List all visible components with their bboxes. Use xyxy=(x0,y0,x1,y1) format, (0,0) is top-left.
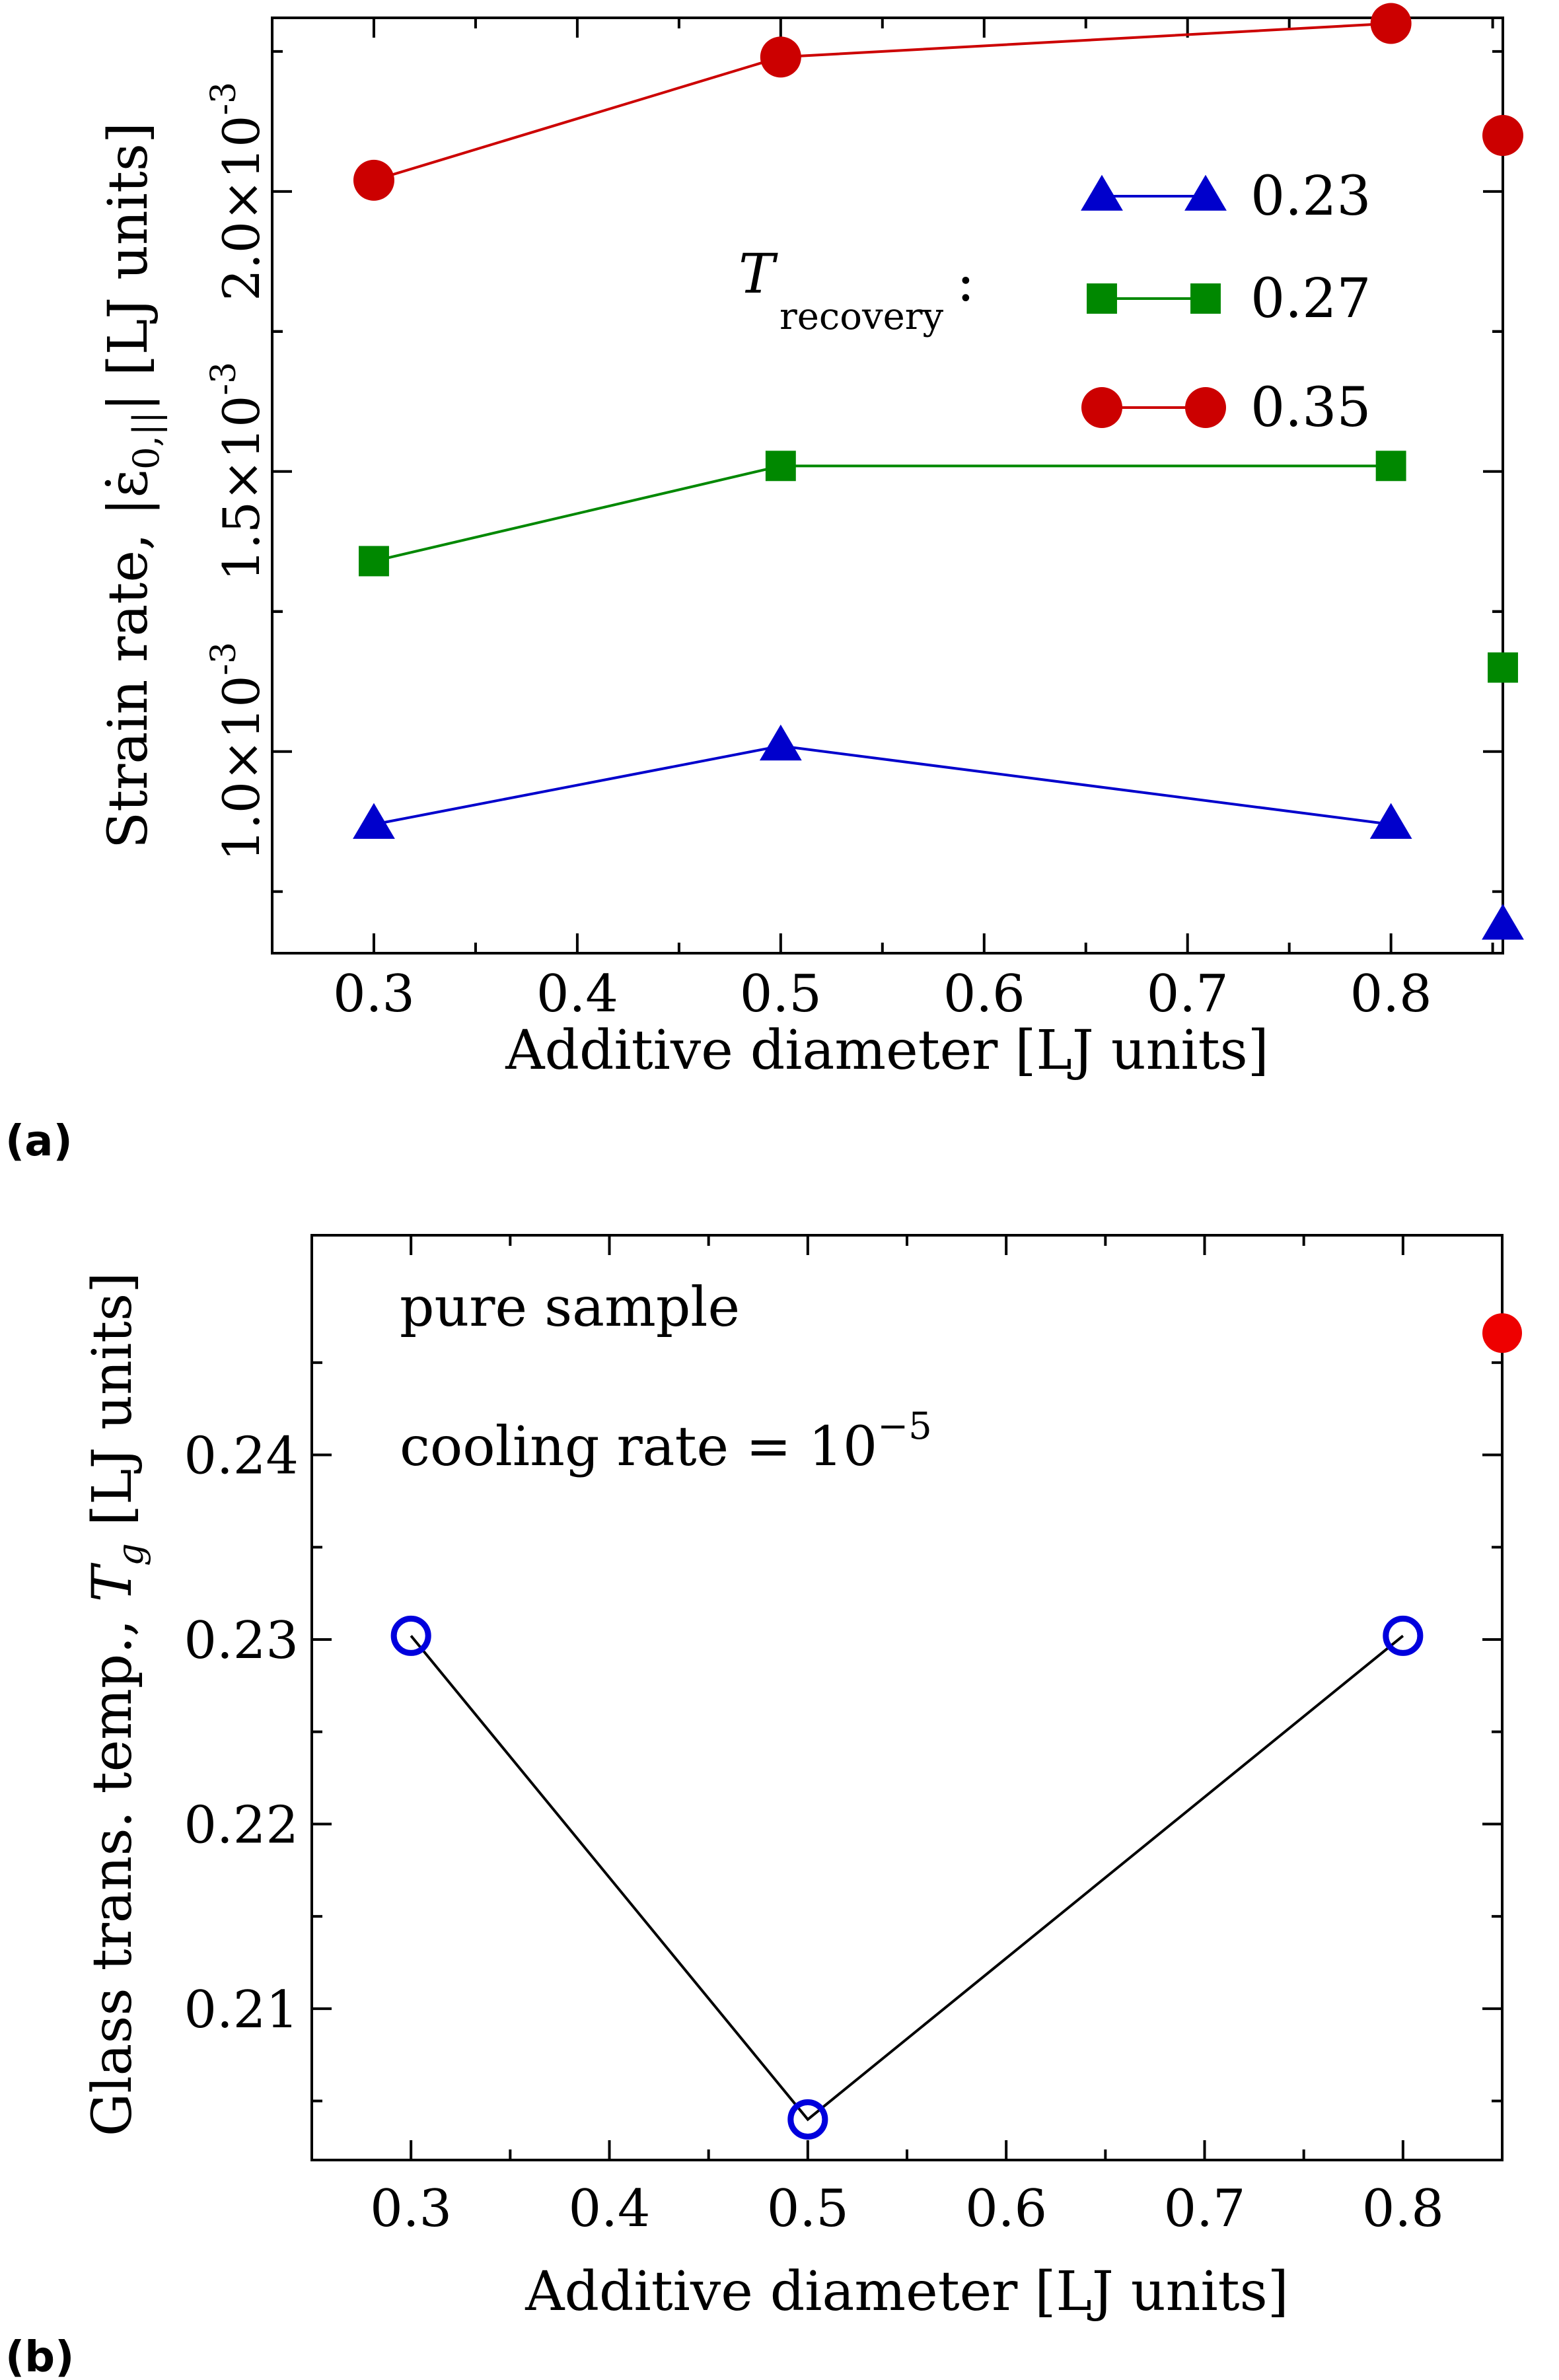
legend-label-0.35: 0.35 xyxy=(1251,377,1371,439)
x-tick-label: 0.7 xyxy=(1147,964,1229,1024)
annotation-cooling-rate: cooling rate = 10−5 xyxy=(400,1405,932,1478)
y-tick-label: 0.23 xyxy=(184,1611,299,1671)
panel-b-series-lines xyxy=(410,1634,1404,2122)
y-tick-exponent: -3 xyxy=(204,642,244,676)
panel-b-plot-frame xyxy=(310,1234,1504,2161)
legend-entries: 0.23 0.27 0.35 xyxy=(1081,165,1371,439)
data-point-open-circle xyxy=(390,1615,431,1656)
pure-sample-point-triangle xyxy=(1482,904,1524,940)
panel-a-x-axis-label: Additive diameter [LJ units] xyxy=(505,1019,1268,1082)
x-tick-label: 0.5 xyxy=(740,964,822,1024)
y-label-symbol: ε̇ xyxy=(97,470,160,497)
y-tick-label: 0.24 xyxy=(184,1427,299,1486)
legend-marker-square xyxy=(1087,283,1117,314)
panel-a-y-ticks: 1.0×10-31.5×10-32.0×10-3 xyxy=(204,50,1503,893)
y-label-prefix: Glass trans. temp., xyxy=(81,1602,144,2136)
pure-sample-point-circle xyxy=(1482,115,1523,157)
y-tick-exponent: -3 xyxy=(204,82,244,116)
data-point-square xyxy=(359,546,389,577)
y-label-suffix: | [LJ units] xyxy=(97,122,160,412)
legend-title: T xyxy=(739,243,778,306)
y-label-prefix: Strain rate, | xyxy=(97,497,160,849)
panel-a-label: (a) xyxy=(5,1117,73,1166)
pure-sample-point-square xyxy=(1488,652,1518,683)
panel-a-legend: T recovery : 0.23 0.27 0.35 xyxy=(739,165,1371,439)
x-tick-label: 0.8 xyxy=(1362,2179,1444,2239)
y-tick-mantissa: 1.5×10 xyxy=(212,395,271,581)
panel-b-label: (b) xyxy=(5,2333,74,2380)
y-label-suffix: [LJ units] xyxy=(81,1272,144,1543)
data-point-open-circle xyxy=(787,2099,828,2140)
panel-b-x-ticks: 0.3 0.4 0.5 0.6 0.7 0.8 xyxy=(370,1235,1444,2239)
panel-b-series-markers xyxy=(390,1313,1522,2140)
panel-b-y-axis-label: Glass trans. temp., Tg [LJ units] xyxy=(81,1272,151,2136)
series-line-0.35 xyxy=(373,22,1391,182)
series-line-tg xyxy=(410,1634,1404,2122)
x-tick-label: 0.3 xyxy=(370,2179,452,2239)
x-tick-label: 0.3 xyxy=(333,964,415,1024)
panel-a-plot-frame xyxy=(271,17,1504,955)
y-tick-mantissa: 2.0×10 xyxy=(212,116,271,301)
x-tick-label: 0.4 xyxy=(536,964,618,1024)
panel-a-strain-rate-chart: 0.3 0.4 0.5 0.6 0.7 0.8 1.0×10-31.5×10-32.0×1… xyxy=(5,3,1524,1166)
y-tick-label: 2.0×10-3 xyxy=(204,82,271,301)
series-line-0.23 xyxy=(373,744,1391,826)
data-point-square xyxy=(1375,451,1406,482)
pure-sample-point xyxy=(1482,1313,1522,1353)
panel-b-y-ticks: 0.21 0.22 0.23 0.24 xyxy=(184,1361,1502,2103)
data-point-circle xyxy=(353,159,394,201)
data-point-square xyxy=(765,451,796,482)
x-tick-label: 0.6 xyxy=(943,964,1025,1024)
legend-marker-circle xyxy=(1185,387,1226,428)
y-tick-label: 1.0×10-3 xyxy=(204,642,271,861)
legend-marker-triangle xyxy=(1081,174,1123,211)
y-tick-mantissa: 1.0×10 xyxy=(212,675,271,861)
y-label-symbol: T xyxy=(81,1562,144,1602)
legend-marker-square xyxy=(1190,283,1221,314)
panel-a-x-ticks: 0.3 0.4 0.5 0.6 0.7 0.8 xyxy=(271,18,1494,1024)
legend-title-subscript: recovery xyxy=(780,295,944,338)
x-tick-label: 0.5 xyxy=(767,2179,849,2239)
x-tick-label: 0.8 xyxy=(1350,964,1432,1024)
annotation-pure-sample: pure sample xyxy=(400,1276,740,1339)
panel-a-y-axis-label: Strain rate, |ε̇0,||| [LJ units] xyxy=(97,122,167,849)
panel-b-glass-transition-chart: 0.3 0.4 0.5 0.6 0.7 0.8 0.21 0.22 0.23 0.24 pure… xyxy=(5,1234,1522,2380)
legend-label-0.27: 0.27 xyxy=(1251,268,1371,330)
y-tick-label: 0.22 xyxy=(184,1795,299,1855)
legend-label-0.23: 0.23 xyxy=(1251,165,1371,228)
panel-b-x-axis-label: Additive diameter [LJ units] xyxy=(525,2260,1288,2323)
y-label-subscript: g xyxy=(110,1543,151,1566)
data-point-circle xyxy=(760,36,801,78)
y-tick-label: 1.5×10-3 xyxy=(204,362,271,581)
data-point-triangle xyxy=(353,803,395,839)
panel-a-series-lines xyxy=(373,22,1391,826)
cooling-rate-exponent: −5 xyxy=(877,1405,932,1448)
legend-marker-triangle xyxy=(1184,174,1227,211)
y-tick-exponent: -3 xyxy=(204,362,244,396)
cooling-rate-text: cooling rate = 10 xyxy=(400,1416,877,1478)
data-point-circle xyxy=(1370,3,1412,44)
data-point-triangle xyxy=(1369,803,1412,839)
panel-a-series-markers xyxy=(353,3,1524,940)
x-tick-label: 0.7 xyxy=(1163,2179,1245,2239)
data-point-triangle xyxy=(759,724,802,761)
x-tick-label: 0.6 xyxy=(965,2179,1047,2239)
legend-colon: : xyxy=(957,251,975,314)
series-line-0.27 xyxy=(373,464,1391,563)
x-tick-label: 0.4 xyxy=(568,2179,650,2239)
y-label-subscript: 0,|| xyxy=(126,412,167,470)
y-tick-label: 0.21 xyxy=(184,1980,299,2040)
legend-marker-circle xyxy=(1081,387,1122,428)
data-point-open-circle xyxy=(1383,1615,1424,1656)
